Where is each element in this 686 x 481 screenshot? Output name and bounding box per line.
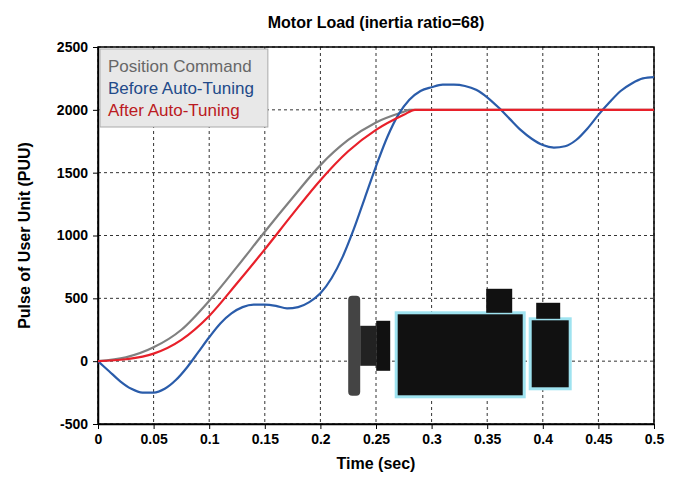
tick: 1500	[57, 165, 98, 181]
tick-label: 1500	[57, 165, 88, 181]
tick: 0.5	[645, 424, 665, 447]
tick-label: 2000	[57, 102, 88, 118]
tick: 500	[65, 290, 98, 306]
tick: 0.15	[252, 424, 279, 447]
legend-box	[100, 49, 268, 127]
legend-entry: After Auto-Tuning	[108, 101, 240, 120]
grid	[98, 47, 654, 424]
y-axis-title: Pulse of User Unit (PUU)	[16, 142, 33, 329]
y-axis: -500 0 500 1000 1500 2000 2500	[57, 39, 99, 432]
motor-icon-flange	[376, 321, 390, 371]
tick-label: 0.25	[363, 431, 390, 447]
tick-label: 0.2	[311, 431, 331, 447]
motor-icon-shaft	[360, 326, 376, 366]
legend-entry: Before Auto-Tuning	[108, 79, 254, 98]
tick-label: 500	[65, 290, 89, 306]
tick-label: -500	[60, 416, 88, 432]
tick: -500	[60, 416, 98, 432]
tick-label: 0.35	[474, 431, 501, 447]
tick: 0.2	[311, 424, 331, 447]
tick: 0.45	[585, 424, 612, 447]
tick-label: 0.3	[422, 431, 442, 447]
motor-icon-box	[486, 289, 512, 313]
chart: Motor Load (inertia ratio=68) 0 0.05 0.1 0.1…	[0, 0, 686, 481]
tick: 0.05	[140, 424, 167, 447]
grid-line-y	[98, 235, 654, 236]
x-axis-title: Time (sec)	[337, 455, 416, 472]
motor-icon-disc	[348, 296, 360, 396]
tick: 0.25	[363, 424, 390, 447]
title: Motor Load (inertia ratio=68)	[268, 14, 484, 31]
series-line	[98, 110, 654, 361]
tick-label: 1000	[57, 227, 88, 243]
tick-label: 0.05	[140, 431, 167, 447]
motor-icon-connector	[536, 303, 560, 319]
tick-label: 0.45	[585, 431, 612, 447]
tick-label: 2500	[57, 39, 88, 55]
motor-icon-body	[396, 313, 524, 397]
tick: 1000	[57, 227, 98, 243]
tick: 2000	[57, 102, 98, 118]
tick: 0.3	[422, 424, 442, 447]
x-axis: 0 0.05 0.1 0.15 0.2 0.25 0.3 0.35 0.4 0.45 0.5	[95, 424, 665, 447]
tick-label: 0	[95, 431, 103, 447]
tick-label: 0.5	[645, 431, 665, 447]
tick-label: 0.1	[200, 431, 220, 447]
tick: 2500	[57, 39, 98, 55]
tick: 0	[95, 424, 103, 447]
plot-frame	[98, 47, 654, 424]
legend: Position Command Before Auto-Tuning After …	[100, 49, 268, 127]
motor-icon-encoder	[530, 319, 570, 389]
motor-icon	[348, 289, 570, 397]
grid-line-y	[98, 298, 654, 299]
series-line	[98, 110, 654, 361]
tick: 0.1	[200, 424, 220, 447]
tick: 0.35	[474, 424, 501, 447]
legend-entry: Position Command	[108, 57, 252, 76]
grid-line-y	[98, 172, 654, 173]
tick-label: 0.15	[252, 431, 279, 447]
tick: 0.4	[534, 424, 554, 447]
tick-label: 0	[80, 353, 88, 369]
tick-label: 0.4	[534, 431, 554, 447]
tick: 0	[80, 353, 98, 369]
